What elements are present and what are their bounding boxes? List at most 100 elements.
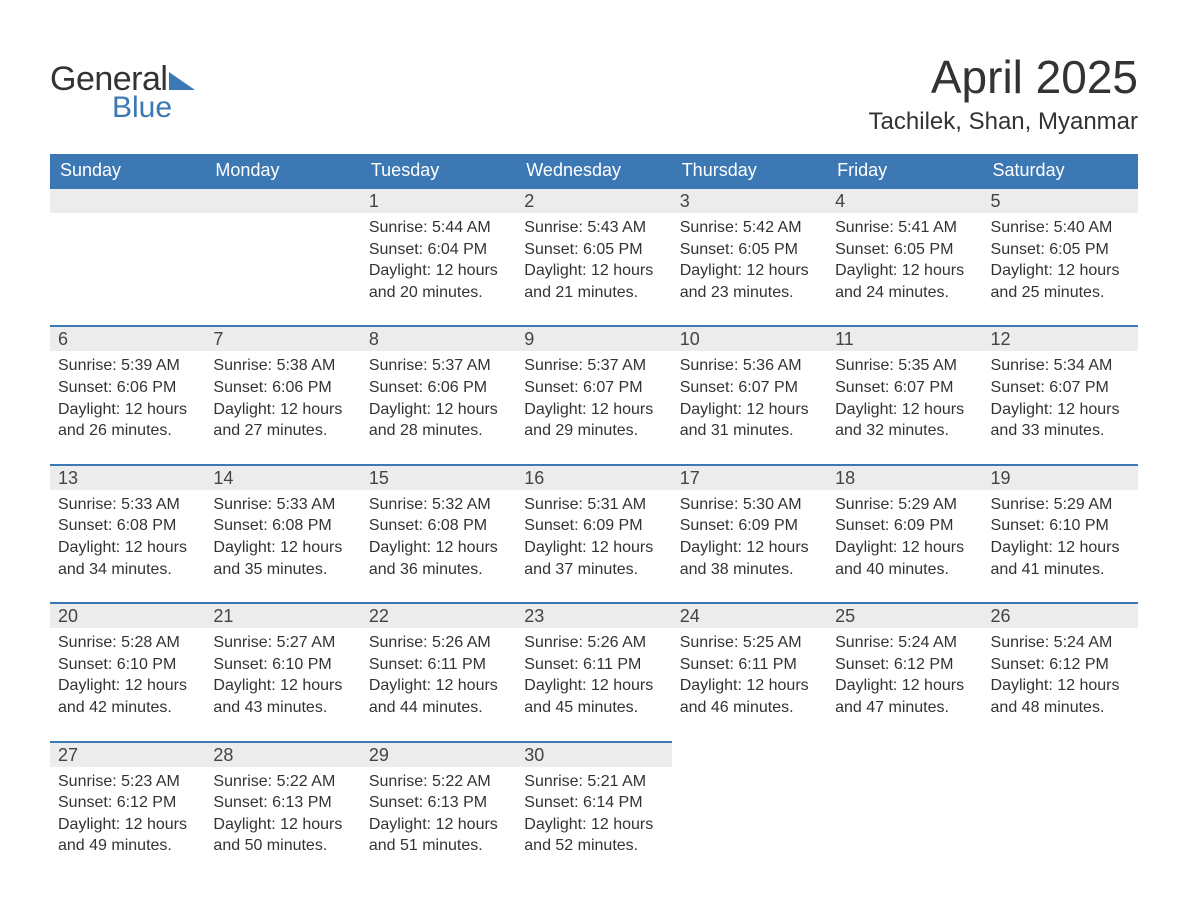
calendar-day-cell: 2Sunrise: 5:43 AMSunset: 6:05 PMDaylight… [516, 187, 671, 325]
calendar-day-cell: 6Sunrise: 5:39 AMSunset: 6:06 PMDaylight… [50, 325, 205, 463]
calendar-day-cell: 7Sunrise: 5:38 AMSunset: 6:06 PMDaylight… [205, 325, 360, 463]
calendar-day-cell: 22Sunrise: 5:26 AMSunset: 6:11 PMDayligh… [361, 602, 516, 740]
day-details: Sunrise: 5:34 AMSunset: 6:07 PMDaylight:… [983, 351, 1138, 463]
calendar-day-cell: 23Sunrise: 5:26 AMSunset: 6:11 PMDayligh… [516, 602, 671, 740]
calendar-day-cell: 17Sunrise: 5:30 AMSunset: 6:09 PMDayligh… [672, 464, 827, 602]
sunrise-line: Sunrise: 5:30 AM [680, 494, 819, 516]
day-number: 27 [50, 741, 205, 767]
day-number: 11 [827, 325, 982, 351]
daylight-line: Daylight: 12 hours and 24 minutes. [835, 260, 974, 303]
sunset-line: Sunset: 6:06 PM [369, 377, 508, 399]
calendar-week-row: 6Sunrise: 5:39 AMSunset: 6:06 PMDaylight… [50, 325, 1138, 463]
daylight-line: Daylight: 12 hours and 41 minutes. [991, 537, 1130, 580]
calendar-body: 1Sunrise: 5:44 AMSunset: 6:04 PMDaylight… [50, 187, 1138, 879]
day-details: Sunrise: 5:40 AMSunset: 6:05 PMDaylight:… [983, 213, 1138, 325]
day-number [983, 741, 1138, 767]
day-details: Sunrise: 5:29 AMSunset: 6:09 PMDaylight:… [827, 490, 982, 602]
sunset-line: Sunset: 6:10 PM [58, 654, 197, 676]
location-subtitle: Tachilek, Shan, Myanmar [869, 108, 1138, 136]
day-number [205, 187, 360, 213]
daylight-line: Daylight: 12 hours and 42 minutes. [58, 675, 197, 718]
daylight-line: Daylight: 12 hours and 21 minutes. [524, 260, 663, 303]
sunset-line: Sunset: 6:07 PM [680, 377, 819, 399]
day-number: 26 [983, 602, 1138, 628]
day-details: Sunrise: 5:42 AMSunset: 6:05 PMDaylight:… [672, 213, 827, 325]
sunset-line: Sunset: 6:14 PM [524, 792, 663, 814]
sunset-line: Sunset: 6:06 PM [58, 377, 197, 399]
daylight-line: Daylight: 12 hours and 44 minutes. [369, 675, 508, 718]
daylight-line: Daylight: 12 hours and 26 minutes. [58, 399, 197, 442]
day-details: Sunrise: 5:22 AMSunset: 6:13 PMDaylight:… [361, 767, 516, 879]
sunrise-line: Sunrise: 5:24 AM [835, 632, 974, 654]
day-number: 19 [983, 464, 1138, 490]
day-details: Sunrise: 5:27 AMSunset: 6:10 PMDaylight:… [205, 628, 360, 740]
day-details [50, 213, 205, 317]
dow-header: Monday [205, 154, 360, 187]
calendar-day-cell [205, 187, 360, 325]
daylight-line: Daylight: 12 hours and 33 minutes. [991, 399, 1130, 442]
calendar-day-cell: 5Sunrise: 5:40 AMSunset: 6:05 PMDaylight… [983, 187, 1138, 325]
dow-header: Wednesday [516, 154, 671, 187]
title-block: April 2025 Tachilek, Shan, Myanmar [869, 40, 1138, 144]
day-number: 17 [672, 464, 827, 490]
day-number: 22 [361, 602, 516, 628]
calendar-day-cell [50, 187, 205, 325]
day-details: Sunrise: 5:25 AMSunset: 6:11 PMDaylight:… [672, 628, 827, 740]
day-number: 5 [983, 187, 1138, 213]
calendar-day-cell [672, 741, 827, 879]
day-number: 4 [827, 187, 982, 213]
day-number [827, 741, 982, 767]
calendar-day-cell: 12Sunrise: 5:34 AMSunset: 6:07 PMDayligh… [983, 325, 1138, 463]
calendar-day-cell: 19Sunrise: 5:29 AMSunset: 6:10 PMDayligh… [983, 464, 1138, 602]
daylight-line: Daylight: 12 hours and 27 minutes. [213, 399, 352, 442]
sunrise-line: Sunrise: 5:37 AM [524, 355, 663, 377]
calendar-day-cell: 3Sunrise: 5:42 AMSunset: 6:05 PMDaylight… [672, 187, 827, 325]
sunrise-line: Sunrise: 5:31 AM [524, 494, 663, 516]
calendar-day-cell: 21Sunrise: 5:27 AMSunset: 6:10 PMDayligh… [205, 602, 360, 740]
sunrise-line: Sunrise: 5:38 AM [213, 355, 352, 377]
sunrise-line: Sunrise: 5:39 AM [58, 355, 197, 377]
sunset-line: Sunset: 6:11 PM [524, 654, 663, 676]
sunrise-line: Sunrise: 5:40 AM [991, 217, 1130, 239]
day-number: 20 [50, 602, 205, 628]
day-number: 28 [205, 741, 360, 767]
daylight-line: Daylight: 12 hours and 51 minutes. [369, 814, 508, 857]
sunrise-line: Sunrise: 5:22 AM [369, 771, 508, 793]
day-details: Sunrise: 5:28 AMSunset: 6:10 PMDaylight:… [50, 628, 205, 740]
sunrise-line: Sunrise: 5:35 AM [835, 355, 974, 377]
calendar-day-cell: 20Sunrise: 5:28 AMSunset: 6:10 PMDayligh… [50, 602, 205, 740]
daylight-line: Daylight: 12 hours and 43 minutes. [213, 675, 352, 718]
daylight-line: Daylight: 12 hours and 40 minutes. [835, 537, 974, 580]
day-details: Sunrise: 5:26 AMSunset: 6:11 PMDaylight:… [361, 628, 516, 740]
daylight-line: Daylight: 12 hours and 20 minutes. [369, 260, 508, 303]
daylight-line: Daylight: 12 hours and 25 minutes. [991, 260, 1130, 303]
sunrise-line: Sunrise: 5:33 AM [58, 494, 197, 516]
daylight-line: Daylight: 12 hours and 34 minutes. [58, 537, 197, 580]
calendar-day-cell: 9Sunrise: 5:37 AMSunset: 6:07 PMDaylight… [516, 325, 671, 463]
daylight-line: Daylight: 12 hours and 52 minutes. [524, 814, 663, 857]
calendar-day-cell: 8Sunrise: 5:37 AMSunset: 6:06 PMDaylight… [361, 325, 516, 463]
daylight-line: Daylight: 12 hours and 31 minutes. [680, 399, 819, 442]
day-details: Sunrise: 5:31 AMSunset: 6:09 PMDaylight:… [516, 490, 671, 602]
day-details: Sunrise: 5:38 AMSunset: 6:06 PMDaylight:… [205, 351, 360, 463]
daylight-line: Daylight: 12 hours and 35 minutes. [213, 537, 352, 580]
dow-header: Friday [827, 154, 982, 187]
sunset-line: Sunset: 6:11 PM [369, 654, 508, 676]
sunset-line: Sunset: 6:10 PM [991, 515, 1130, 537]
day-number: 15 [361, 464, 516, 490]
day-number: 7 [205, 325, 360, 351]
calendar-day-cell: 18Sunrise: 5:29 AMSunset: 6:09 PMDayligh… [827, 464, 982, 602]
calendar-day-cell: 13Sunrise: 5:33 AMSunset: 6:08 PMDayligh… [50, 464, 205, 602]
sunset-line: Sunset: 6:08 PM [58, 515, 197, 537]
calendar-day-cell [983, 741, 1138, 879]
day-of-week-header-row: Sunday Monday Tuesday Wednesday Thursday… [50, 154, 1138, 187]
logo-text-blue: Blue [112, 91, 199, 125]
day-details: Sunrise: 5:35 AMSunset: 6:07 PMDaylight:… [827, 351, 982, 463]
sunrise-line: Sunrise: 5:26 AM [369, 632, 508, 654]
calendar-week-row: 1Sunrise: 5:44 AMSunset: 6:04 PMDaylight… [50, 187, 1138, 325]
day-number [50, 187, 205, 213]
sunset-line: Sunset: 6:05 PM [524, 239, 663, 261]
sunset-line: Sunset: 6:09 PM [524, 515, 663, 537]
sunset-line: Sunset: 6:05 PM [680, 239, 819, 261]
day-number [672, 741, 827, 767]
